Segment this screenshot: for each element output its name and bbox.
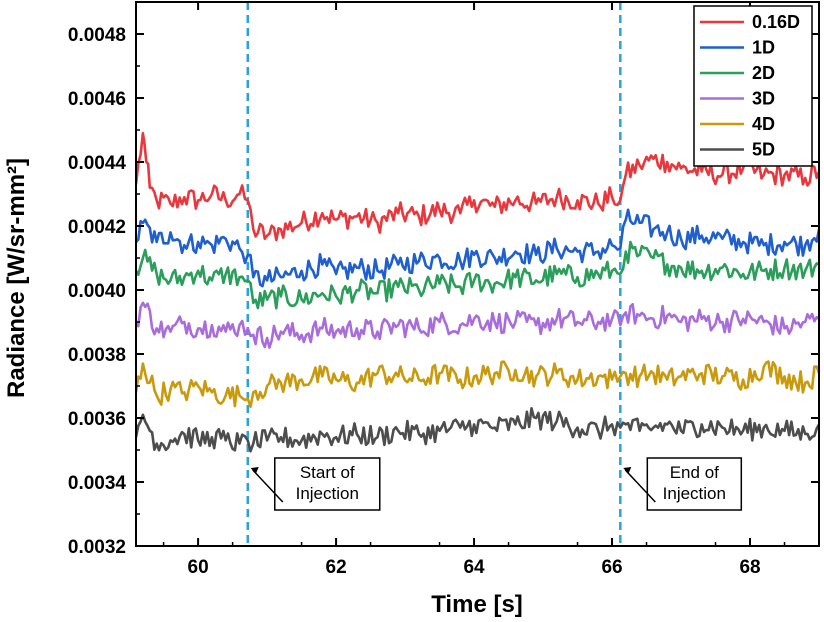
plot-frame [135, 1, 820, 547]
legend-label: 1D [752, 38, 775, 58]
annotation-arrow [624, 469, 656, 503]
series-line-2d [136, 240, 819, 310]
annotation-text: Injection [663, 484, 726, 503]
annotation-text: Start of [300, 463, 355, 482]
legend-label: 2D [752, 63, 775, 83]
annotation-text: End of [670, 463, 719, 482]
x-tick-label: 66 [601, 557, 622, 578]
x-tick-label: 60 [188, 557, 209, 578]
series-line-3d [136, 301, 819, 349]
annotations: Start of Injection End of Injection [250, 457, 743, 511]
y-tick-label: 0.0042 [68, 217, 126, 238]
arrow-head [623, 467, 632, 474]
x-axis: 60 62 64 66 68 [162, 2, 786, 578]
series-line-5d [136, 407, 819, 453]
legend-label: 0.16D [752, 12, 800, 32]
series-line-0-16d [136, 131, 819, 242]
series-line-4d [136, 360, 819, 408]
y-tick-label: 0.0048 [68, 25, 126, 46]
arrow-head [250, 467, 259, 474]
x-tick-label: 62 [326, 557, 347, 578]
legend: 0.16D 1D 2D 3D 4D 5D [693, 5, 813, 167]
y-tick-label: 0.0036 [68, 409, 126, 430]
legend-box [693, 5, 813, 167]
legend-label: 4D [752, 114, 775, 134]
y-axis-title: Radiance [W/sr-mm²] [3, 158, 30, 398]
y-tick-label: 0.0034 [68, 473, 127, 494]
y-tick-label: 0.0040 [68, 281, 126, 302]
x-tick-label: 68 [739, 557, 760, 578]
legend-label: 5D [752, 140, 775, 160]
series-layer [136, 131, 819, 453]
annotation-box [274, 457, 381, 511]
x-axis-title: Time [s] [431, 591, 523, 618]
annotation-text: Injection [296, 484, 359, 503]
series-line-1d [136, 208, 819, 288]
y-tick-label: 0.0032 [68, 537, 126, 558]
x-tick-label: 64 [463, 557, 485, 578]
y-tick-label: 0.0044 [68, 153, 127, 174]
annotation-arrow [252, 469, 284, 503]
annotation-box [646, 457, 743, 511]
y-tick-label: 0.0038 [68, 345, 126, 366]
legend-label: 3D [752, 89, 775, 109]
y-axis: 0.0032 0.0034 0.0036 0.0038 0.0040 0.0042 0.00… [68, 1, 819, 558]
y-tick-label: 0.0046 [68, 89, 126, 110]
